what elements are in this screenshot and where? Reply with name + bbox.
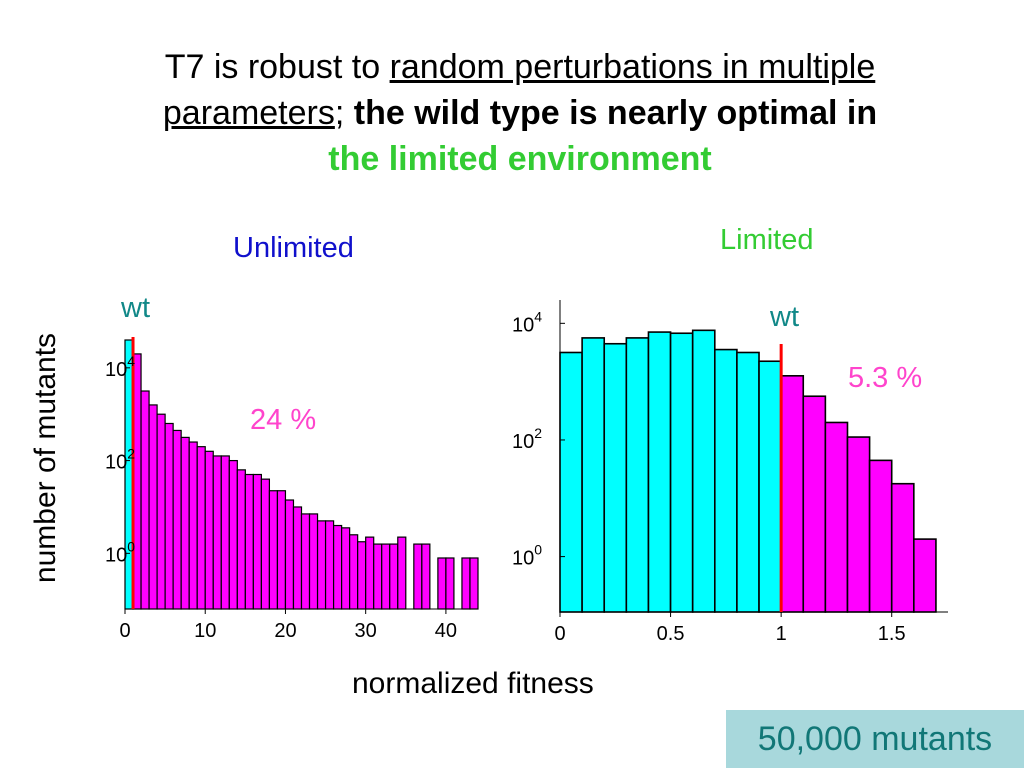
histogram-bar: [868, 459, 893, 613]
histogram-bar: [890, 482, 915, 613]
unlimited-wt-label: wt: [121, 292, 150, 324]
y-tick-label: 102: [105, 446, 135, 474]
x-tick-label: 1: [776, 623, 787, 645]
histogram-bar: [713, 348, 738, 613]
y-tick-label: 102: [512, 425, 542, 453]
x-tick-label: 10: [194, 620, 216, 642]
histogram-bar: [603, 342, 628, 613]
unlimited-percent-annotation: 24 %: [250, 404, 317, 436]
title-underlined-2: parameters: [162, 94, 335, 132]
x-tick-label: 0: [119, 620, 130, 642]
title-green: the limited environment: [328, 140, 712, 178]
histogram-bar: [647, 331, 672, 613]
histogram-bar: [913, 538, 937, 613]
histogram-bar: [780, 375, 805, 613]
histogram-bar: [559, 351, 583, 613]
histogram-bar: [846, 436, 871, 613]
title-bold: the wild type is nearly optimal in: [353, 94, 878, 132]
title-separator: ;: [334, 94, 354, 132]
mutant-count-box: 50,000 mutants: [726, 710, 1024, 768]
histogram-bar: [824, 421, 849, 613]
histogram-bar: [802, 395, 827, 613]
x-tick-label: 0.5: [657, 623, 685, 645]
title-underlined-1: random perturbations in multiple: [389, 48, 876, 86]
histogram-bar: [736, 351, 760, 613]
x-tick-label: 0: [554, 623, 565, 645]
mutant-count-text: 50,000 mutants: [757, 719, 993, 758]
y-tick-label: 104: [512, 308, 542, 336]
slide-title: T7 is robust to random perturbations in …: [60, 44, 980, 182]
histogram-bar: [581, 337, 606, 613]
histogram-bar: [625, 337, 650, 613]
limited-panel-title: Limited: [720, 224, 814, 256]
y-tick-label: 100: [105, 538, 135, 566]
histogram-bar: [691, 329, 716, 613]
y-tick-label: 100: [512, 542, 542, 570]
x-tick-label: 40: [435, 620, 457, 642]
unlimited-panel-title: Unlimited: [233, 232, 354, 264]
histogram-bar: [669, 332, 694, 613]
x-tick-label: 30: [355, 620, 377, 642]
limited-percent-annotation: 5.3 %: [848, 362, 923, 394]
limited-wt-label: wt: [770, 301, 799, 333]
y-tick-label: 104: [105, 353, 135, 381]
histogram-bar: [758, 360, 782, 613]
x-tick-label: 20: [274, 620, 296, 642]
x-tick-label: 1.5: [878, 623, 906, 645]
x-axis-label: normalized fitness: [352, 667, 594, 700]
title-plain: T7 is robust to: [164, 48, 390, 86]
